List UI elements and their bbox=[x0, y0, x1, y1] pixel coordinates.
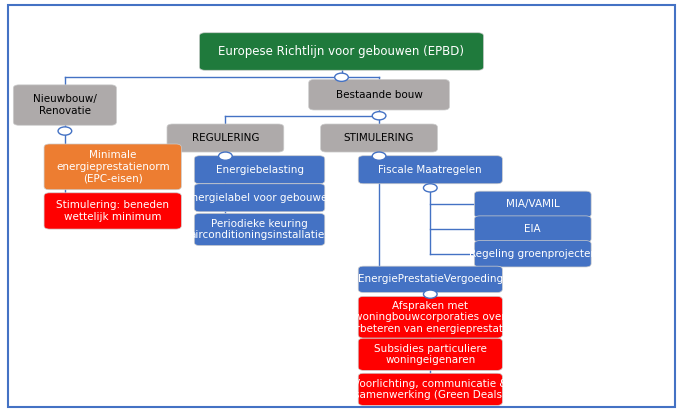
FancyBboxPatch shape bbox=[321, 124, 438, 152]
Circle shape bbox=[219, 152, 232, 160]
Text: Energiebelasting: Energiebelasting bbox=[216, 165, 303, 175]
Text: STIMULERING: STIMULERING bbox=[344, 133, 415, 143]
Text: Voorlichting, communicatie &
samenwerking (Green Deals): Voorlichting, communicatie & samenwerkin… bbox=[353, 379, 507, 400]
Text: REGULERING: REGULERING bbox=[192, 133, 259, 143]
FancyBboxPatch shape bbox=[358, 266, 503, 293]
Circle shape bbox=[423, 290, 437, 298]
FancyBboxPatch shape bbox=[44, 144, 182, 190]
Text: Fiscale Maatregelen: Fiscale Maatregelen bbox=[378, 165, 482, 175]
Text: MIA/VAMIL: MIA/VAMIL bbox=[506, 199, 559, 209]
FancyBboxPatch shape bbox=[194, 156, 325, 184]
FancyBboxPatch shape bbox=[14, 85, 116, 125]
Text: EIA: EIA bbox=[525, 224, 541, 234]
FancyBboxPatch shape bbox=[474, 191, 591, 218]
FancyBboxPatch shape bbox=[167, 124, 284, 152]
FancyBboxPatch shape bbox=[474, 216, 591, 242]
Text: Minimale
energieprestatienorm
(EPC-eisen): Minimale energieprestatienorm (EPC-eisen… bbox=[56, 150, 169, 183]
FancyBboxPatch shape bbox=[194, 184, 325, 212]
Text: EnergiePrestatieVergoeding: EnergiePrestatieVergoeding bbox=[358, 274, 503, 284]
FancyBboxPatch shape bbox=[474, 241, 591, 267]
Text: Europese Richtlijn voor gebouwen (EPBD): Europese Richtlijn voor gebouwen (EPBD) bbox=[219, 45, 464, 58]
FancyBboxPatch shape bbox=[358, 338, 503, 370]
Text: Afspraken met
woningbouwcorporaties over
verbeteren van energieprestaties: Afspraken met woningbouwcorporaties over… bbox=[343, 301, 518, 334]
FancyBboxPatch shape bbox=[194, 213, 325, 246]
FancyBboxPatch shape bbox=[199, 33, 484, 70]
Text: Bestaande bouw: Bestaande bouw bbox=[335, 90, 423, 100]
Circle shape bbox=[423, 184, 437, 192]
Circle shape bbox=[372, 112, 386, 120]
Circle shape bbox=[58, 127, 72, 135]
Text: Regeling groenprojecten: Regeling groenprojecten bbox=[469, 249, 597, 259]
FancyBboxPatch shape bbox=[44, 193, 182, 229]
Circle shape bbox=[335, 73, 348, 82]
Text: Subsidies particuliere
woningeigenaren: Subsidies particuliere woningeigenaren bbox=[374, 344, 487, 365]
FancyBboxPatch shape bbox=[358, 156, 503, 184]
Text: Nieuwbouw/
Renovatie: Nieuwbouw/ Renovatie bbox=[33, 94, 97, 116]
FancyBboxPatch shape bbox=[358, 297, 503, 338]
FancyBboxPatch shape bbox=[358, 373, 503, 405]
Text: Energielabel voor gebouwen: Energielabel voor gebouwen bbox=[185, 193, 334, 203]
FancyBboxPatch shape bbox=[309, 80, 449, 110]
Text: Periodieke keuring
airconditioningsinstallaties: Periodieke keuring airconditioningsinsta… bbox=[189, 219, 330, 240]
Circle shape bbox=[372, 152, 386, 160]
Text: Stimulering: beneden
wettelijk minimum: Stimulering: beneden wettelijk minimum bbox=[56, 200, 169, 222]
